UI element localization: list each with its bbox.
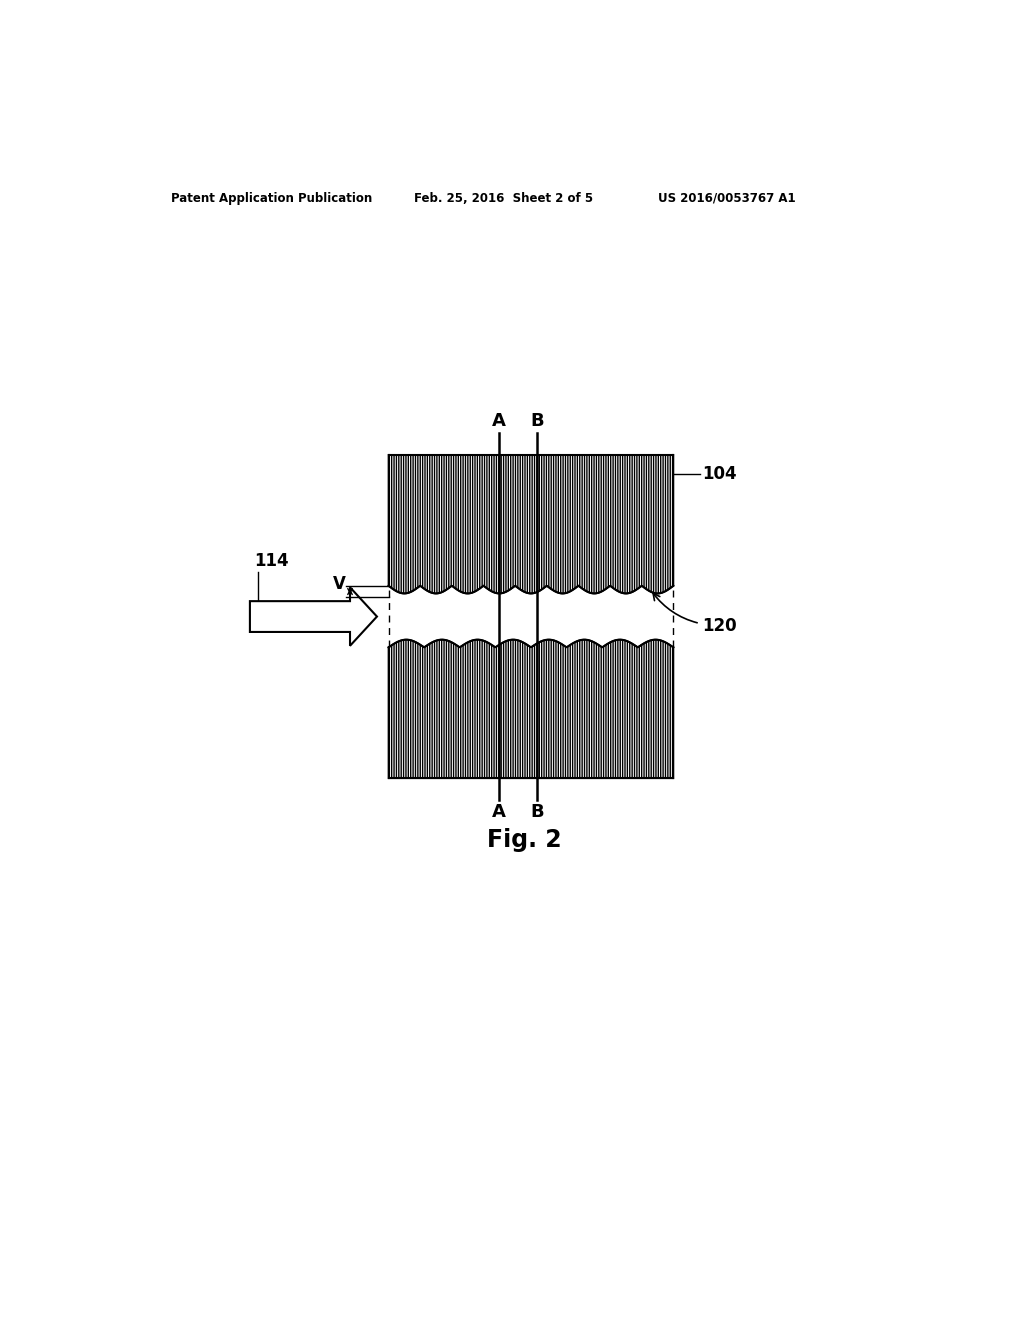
Text: A: A xyxy=(492,412,506,430)
Text: 114: 114 xyxy=(254,552,289,570)
Text: US 2016/0053767 A1: US 2016/0053767 A1 xyxy=(658,191,796,205)
Polygon shape xyxy=(250,587,377,645)
Polygon shape xyxy=(388,640,674,779)
Text: Patent Application Publication: Patent Application Publication xyxy=(171,191,372,205)
Text: B: B xyxy=(530,412,544,430)
Text: 104: 104 xyxy=(702,465,737,483)
Text: Fig. 2: Fig. 2 xyxy=(487,828,562,851)
Text: Feb. 25, 2016  Sheet 2 of 5: Feb. 25, 2016 Sheet 2 of 5 xyxy=(414,191,593,205)
Text: A: A xyxy=(492,803,506,821)
Text: 120: 120 xyxy=(653,593,737,635)
Polygon shape xyxy=(388,455,674,594)
Text: B: B xyxy=(530,803,544,821)
Text: V: V xyxy=(333,574,346,593)
